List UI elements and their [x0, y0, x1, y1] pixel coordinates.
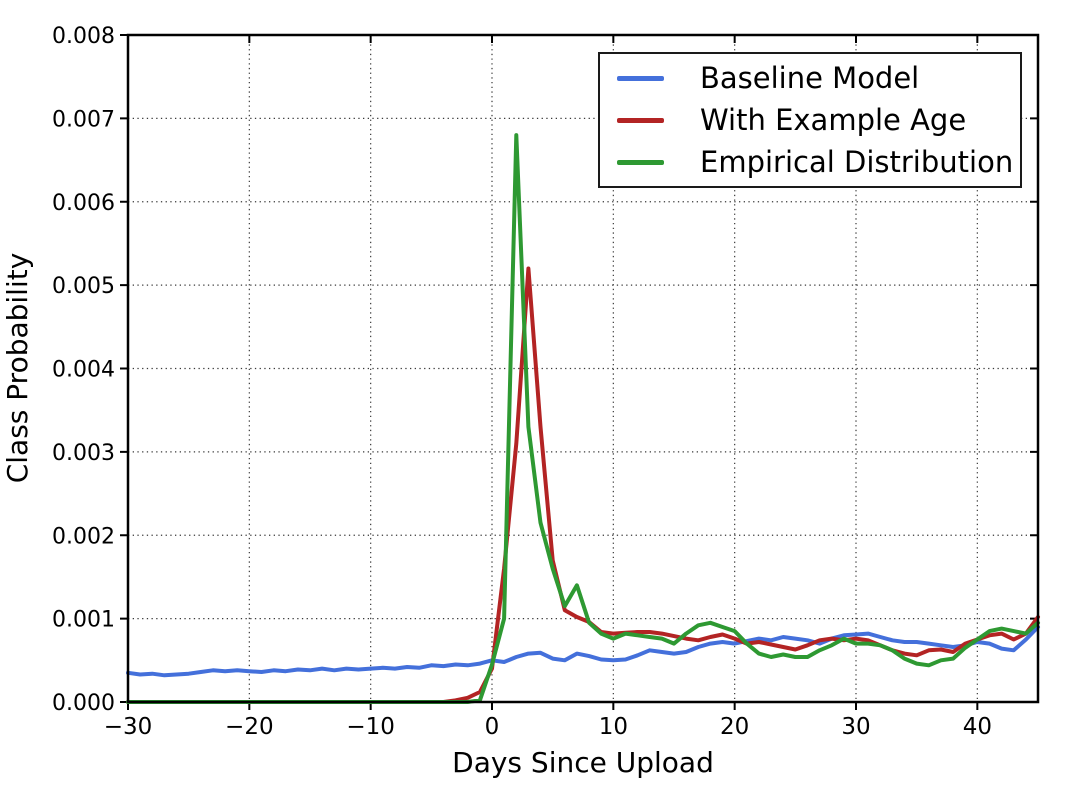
x-tick-label: 40 [963, 714, 992, 740]
legend-label-empirical-distribution: Empirical Distribution [700, 144, 1014, 179]
y-tick-labels: 0.000 0.001 0.002 0.003 0.004 0.005 0.006 0.007… [52, 24, 115, 716]
y-tick-label: 0.002 [52, 524, 115, 549]
legend-item-baseline-model: Baseline Model [600, 57, 1020, 99]
x-tick-label: 10 [599, 714, 628, 740]
series-line-with-example-age [126, 266, 1040, 704]
y-tick-label: 0.003 [52, 441, 115, 466]
legend: Baseline Model With Example Age Empirica… [598, 52, 1022, 188]
x-tick-labels: −30 −20 −10 0 10 20 30 40 [104, 714, 992, 740]
x-tick-label: −30 [104, 714, 153, 740]
legend-label-baseline-model: Baseline Model [700, 60, 920, 95]
y-tick-label: 0.005 [52, 274, 115, 299]
y-tick-label: 0.007 [52, 107, 115, 132]
y-axis-title: Class Probability [1, 253, 34, 484]
y-tick-label: 0.000 [52, 691, 115, 716]
series-line-empirical-distribution [126, 133, 1040, 704]
y-tick-label: 0.001 [52, 608, 115, 633]
legend-item-with-example-age: With Example Age [600, 99, 1020, 141]
y-tick-label: 0.008 [52, 24, 115, 49]
x-tick-label: 0 [485, 714, 500, 740]
legend-label-with-example-age: With Example Age [700, 102, 967, 137]
legend-swatch-empirical-distribution [617, 159, 664, 165]
plot-frame [126, 33, 1040, 704]
data-series [126, 133, 1040, 704]
legend-swatch-with-example-age [617, 117, 664, 123]
x-tick-label: −10 [346, 714, 395, 740]
gridlines [128, 35, 1038, 702]
y-tick-label: 0.006 [52, 191, 115, 216]
legend-swatch-baseline-model [617, 75, 664, 81]
legend-item-empirical-distribution: Empirical Distribution [600, 141, 1020, 183]
x-tick-label: 30 [841, 714, 870, 740]
x-tick-label: −20 [225, 714, 274, 740]
x-tick-label: 20 [720, 714, 749, 740]
y-tick-label: 0.004 [52, 358, 115, 383]
x-axis-title: Days Since Upload [452, 746, 714, 779]
series-line-baseline-model [126, 625, 1040, 678]
